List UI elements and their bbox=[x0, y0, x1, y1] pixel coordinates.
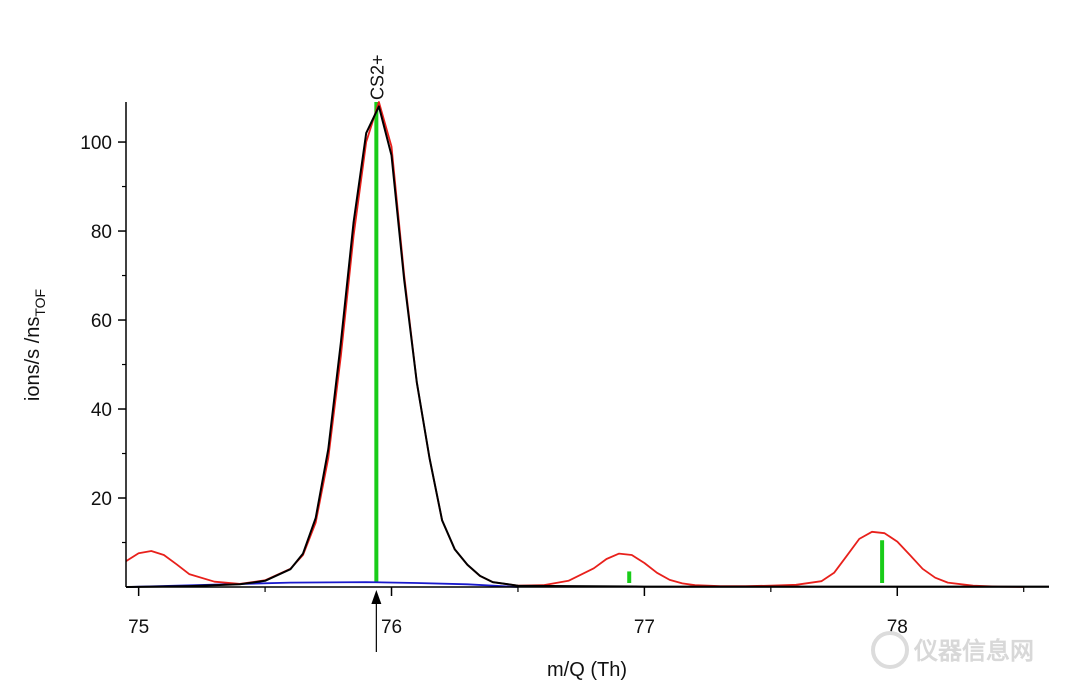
series-fit bbox=[125, 105, 1049, 588]
x-tick-label: 75 bbox=[128, 617, 149, 638]
y-axis-label-subscript: TOF bbox=[32, 289, 48, 317]
y-axis-label: ions/s /nsTOF bbox=[22, 289, 48, 401]
annotation-layer: CS2+ bbox=[367, 54, 387, 652]
y-tick-label: 80 bbox=[91, 222, 112, 243]
y-axis-label-main: ions/s /ns bbox=[22, 317, 44, 401]
y-tick-label: 40 bbox=[91, 400, 112, 421]
x-axis: 75 76 77 78 bbox=[126, 586, 1049, 638]
watermark-icon bbox=[871, 631, 909, 669]
x-tick-label: 77 bbox=[634, 617, 655, 638]
x-axis-label: m/Q (Th) bbox=[547, 659, 627, 681]
plot-area bbox=[125, 101, 1049, 588]
y-tick-label: 20 bbox=[91, 489, 112, 510]
watermark-text: 仪器信息网 bbox=[913, 637, 1034, 665]
y-axis: 20 40 60 80 100 bbox=[80, 102, 127, 587]
series-baseline bbox=[125, 581, 519, 588]
y-tick-label: 60 bbox=[91, 311, 112, 332]
series-measured bbox=[125, 101, 1024, 588]
marker-arrow-head bbox=[371, 590, 382, 604]
x-tick-label: 76 bbox=[381, 617, 402, 638]
y-tick-label: 100 bbox=[80, 133, 112, 154]
watermark-logo: 仪器信息网 bbox=[871, 631, 1034, 669]
peak-label-0: CS2+ bbox=[367, 54, 387, 100]
